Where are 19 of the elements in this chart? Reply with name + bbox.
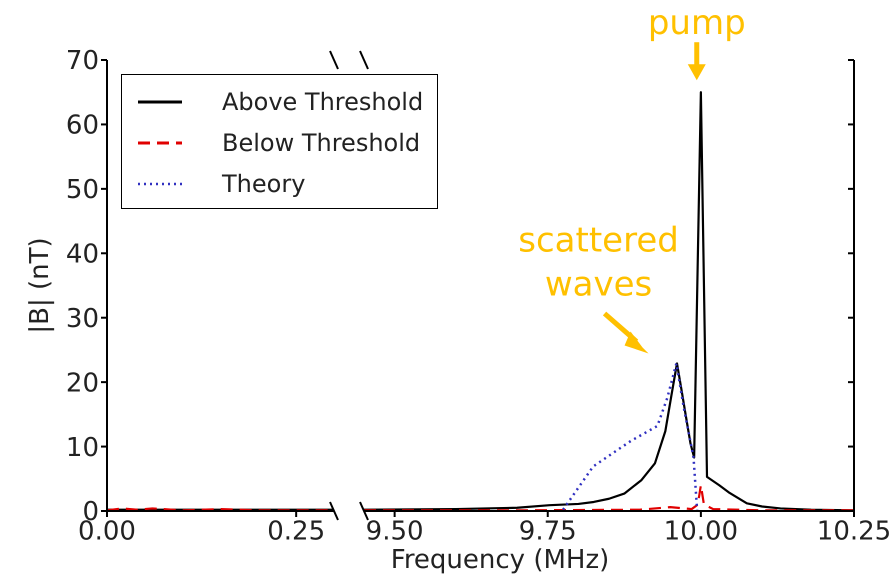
legend-label: Theory	[222, 170, 306, 198]
legend-label: Below Threshold	[222, 128, 420, 156]
x-tick-label: 9.50	[366, 516, 424, 546]
y-tick-label: 70	[66, 46, 99, 76]
y-tick-label: 10	[66, 432, 99, 463]
y-tick-label: 20	[66, 368, 99, 398]
y-tick-label: 60	[66, 110, 99, 141]
x-axis-title: Frequency (MHz)	[390, 545, 610, 575]
legend-label: Above Threshold	[222, 88, 424, 116]
annotation: scattered waves	[518, 220, 679, 304]
y-tick-label: 40	[66, 240, 99, 270]
y-tick-label: 30	[66, 304, 99, 334]
x-tick-label: 10.25	[816, 516, 890, 546]
y-tick-label: 50	[66, 175, 99, 206]
x-tick-label: 0.25	[267, 516, 326, 546]
x-tick-label: 9.75	[518, 516, 577, 546]
x-tick-label: 10.00	[664, 516, 738, 546]
annotation: pump	[648, 3, 746, 44]
y-axis-title: |B| (nT)	[25, 237, 55, 334]
